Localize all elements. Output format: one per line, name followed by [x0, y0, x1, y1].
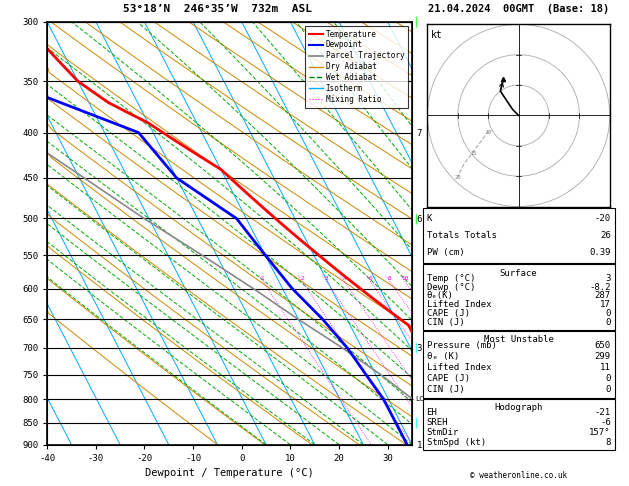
- Text: Lifted Index: Lifted Index: [426, 363, 491, 372]
- Text: Pressure (mb): Pressure (mb): [426, 341, 496, 350]
- Text: K: K: [426, 214, 432, 223]
- Text: 0: 0: [605, 385, 611, 394]
- Text: Surface: Surface: [500, 269, 537, 278]
- Text: 53°18’N  246°35’W  732m  ASL: 53°18’N 246°35’W 732m ASL: [123, 4, 311, 14]
- Text: |: |: [413, 213, 419, 224]
- Text: θₑ(K): θₑ(K): [426, 292, 454, 300]
- Text: 6: 6: [369, 276, 372, 281]
- Text: © weatheronline.co.uk: © weatheronline.co.uk: [470, 471, 567, 480]
- Text: 21.04.2024  00GMT  (Base: 18): 21.04.2024 00GMT (Base: 18): [428, 4, 610, 14]
- Text: CIN (J): CIN (J): [426, 385, 464, 394]
- Text: Totals Totals: Totals Totals: [426, 231, 496, 240]
- Text: 10: 10: [485, 130, 492, 135]
- Text: Dewp (°C): Dewp (°C): [426, 282, 475, 292]
- Text: 20: 20: [455, 175, 461, 180]
- Text: Most Unstable: Most Unstable: [484, 335, 554, 344]
- Bar: [423, 264, 615, 330]
- Text: SREH: SREH: [426, 418, 448, 427]
- Text: Mixing Ratio (g/kg): Mixing Ratio (g/kg): [535, 190, 544, 277]
- Text: StmSpd (kt): StmSpd (kt): [426, 438, 486, 447]
- Text: θₑ (K): θₑ (K): [426, 352, 459, 361]
- Text: 4: 4: [342, 276, 346, 281]
- Text: 157°: 157°: [589, 428, 611, 437]
- X-axis label: Dewpoint / Temperature (°C): Dewpoint / Temperature (°C): [145, 469, 314, 478]
- Bar: [423, 399, 615, 450]
- Bar: [423, 208, 615, 263]
- Text: -8.2: -8.2: [589, 282, 611, 292]
- Bar: [423, 331, 615, 398]
- Text: Temp (°C): Temp (°C): [426, 274, 475, 282]
- Text: 650: 650: [594, 341, 611, 350]
- Text: kt: kt: [430, 30, 442, 40]
- Text: LCL: LCL: [415, 397, 428, 402]
- Text: 8: 8: [387, 276, 391, 281]
- Text: Hodograph: Hodograph: [494, 403, 543, 412]
- Text: |: |: [413, 17, 419, 27]
- Text: 8: 8: [605, 438, 611, 447]
- Text: |: |: [413, 343, 419, 353]
- Y-axis label: km
ASL: km ASL: [426, 224, 441, 243]
- Text: StmDir: StmDir: [426, 428, 459, 437]
- Text: 3: 3: [325, 276, 328, 281]
- Text: 0: 0: [605, 318, 611, 328]
- Text: CIN (J): CIN (J): [426, 318, 464, 328]
- Legend: Temperature, Dewpoint, Parcel Trajectory, Dry Adiabat, Wet Adiabat, Isotherm, Mi: Temperature, Dewpoint, Parcel Trajectory…: [305, 26, 408, 108]
- Text: 26: 26: [600, 231, 611, 240]
- Text: -6: -6: [600, 418, 611, 427]
- Text: Lifted Index: Lifted Index: [426, 300, 491, 310]
- Text: |: |: [413, 417, 419, 428]
- Text: PW (cm): PW (cm): [426, 248, 464, 257]
- Text: -21: -21: [594, 408, 611, 417]
- Text: 2: 2: [300, 276, 304, 281]
- Text: 3: 3: [605, 274, 611, 282]
- Text: 287: 287: [594, 292, 611, 300]
- Text: CAPE (J): CAPE (J): [426, 310, 469, 318]
- Text: CAPE (J): CAPE (J): [426, 374, 469, 383]
- Text: 0.39: 0.39: [589, 248, 611, 257]
- Text: EH: EH: [426, 408, 437, 417]
- Text: 10: 10: [401, 276, 408, 281]
- Text: 1: 1: [260, 276, 264, 281]
- Text: 17: 17: [600, 300, 611, 310]
- Text: 11: 11: [600, 363, 611, 372]
- Text: 0: 0: [605, 374, 611, 383]
- Text: 0: 0: [605, 310, 611, 318]
- Text: 15: 15: [470, 151, 477, 156]
- Text: 299: 299: [594, 352, 611, 361]
- Text: -20: -20: [594, 214, 611, 223]
